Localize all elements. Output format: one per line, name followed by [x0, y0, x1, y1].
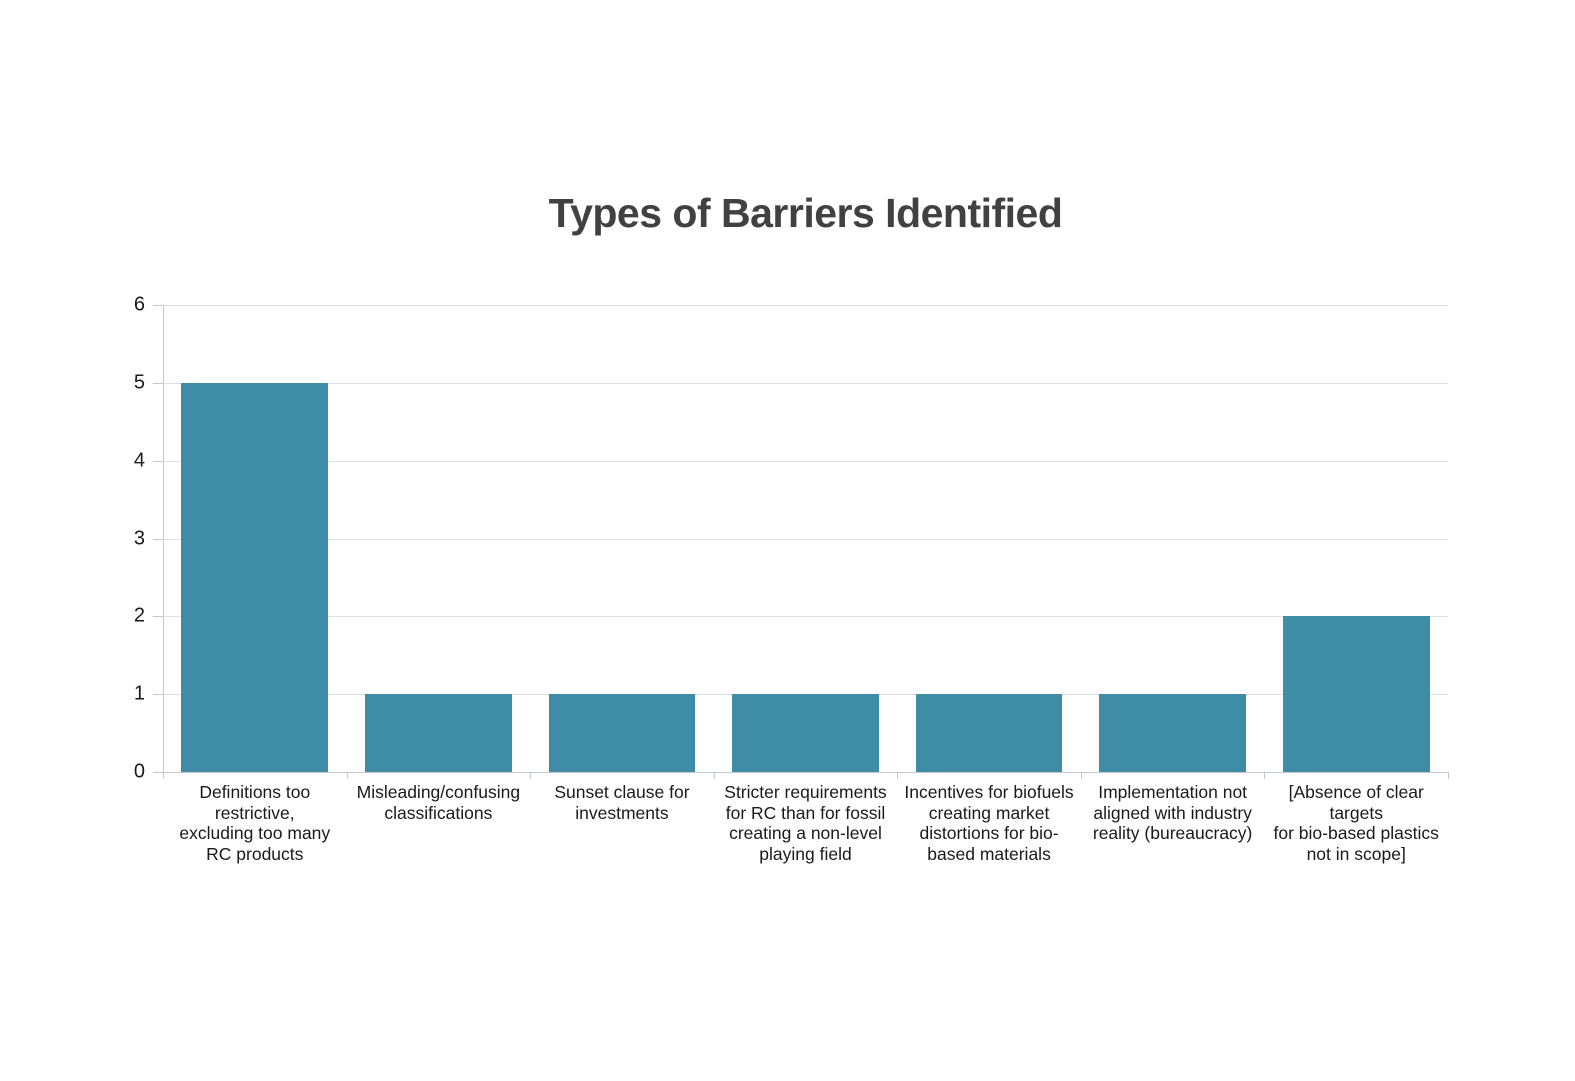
- bar: [1099, 694, 1247, 772]
- x-tick-mark: [1448, 772, 1449, 779]
- y-tick-mark: [153, 772, 163, 773]
- gridline-y6: [163, 305, 1448, 306]
- bar: [548, 694, 696, 772]
- bar: [364, 694, 512, 772]
- x-tick-mark: [1080, 772, 1082, 779]
- x-tick-mark: [346, 772, 348, 779]
- y-tick-mark: [153, 616, 163, 618]
- x-category-label: [Absence of clear targets for bio-based …: [1273, 782, 1439, 864]
- y-tick-mark: [153, 538, 163, 540]
- y-tick-label: 3: [133, 527, 145, 549]
- x-tick-mark: [1264, 772, 1266, 779]
- x-category-label: Definitions too restrictive, excluding t…: [179, 782, 331, 864]
- gridline-y5: [163, 382, 1448, 384]
- y-tick-mark: [153, 305, 163, 306]
- x-category-label: Misleading/confusing classifications: [356, 782, 521, 823]
- y-tick-label: 6: [133, 293, 145, 316]
- chart-title: Types of Barriers Identified: [548, 190, 1063, 236]
- x-tick-mark: [163, 772, 164, 779]
- y-tick-label: 4: [133, 449, 145, 472]
- x-tick-mark: [897, 772, 899, 779]
- y-tick-mark: [153, 694, 163, 696]
- plot-area: [163, 305, 1448, 773]
- gridline-y0: [163, 772, 1448, 773]
- x-category-label: Stricter requirements for RC than for fo…: [724, 782, 887, 864]
- y-tick-mark: [153, 382, 163, 384]
- x-category-label: Implementation not aligned with industry…: [1092, 782, 1253, 843]
- bar: [1282, 616, 1430, 772]
- y-tick-label: 0: [133, 760, 145, 783]
- y-tick-mark: [153, 460, 163, 462]
- x-tick-mark: [530, 772, 532, 779]
- x-category-label: Sunset clause for investments: [554, 782, 690, 823]
- bar: [732, 694, 879, 772]
- bar: [915, 694, 1063, 772]
- y-axis-line: [163, 305, 164, 778]
- y-tick-label: 5: [133, 371, 145, 394]
- bar: [181, 382, 329, 772]
- gridline-y3: [163, 538, 1448, 540]
- y-tick-label: 1: [133, 682, 145, 705]
- x-category-label: Incentives for biofuels creating market …: [904, 782, 1074, 864]
- x-tick-mark: [713, 772, 715, 779]
- gridline-y2: [163, 616, 1448, 618]
- gridline-y4: [163, 460, 1448, 462]
- y-tick-label: 2: [133, 604, 145, 627]
